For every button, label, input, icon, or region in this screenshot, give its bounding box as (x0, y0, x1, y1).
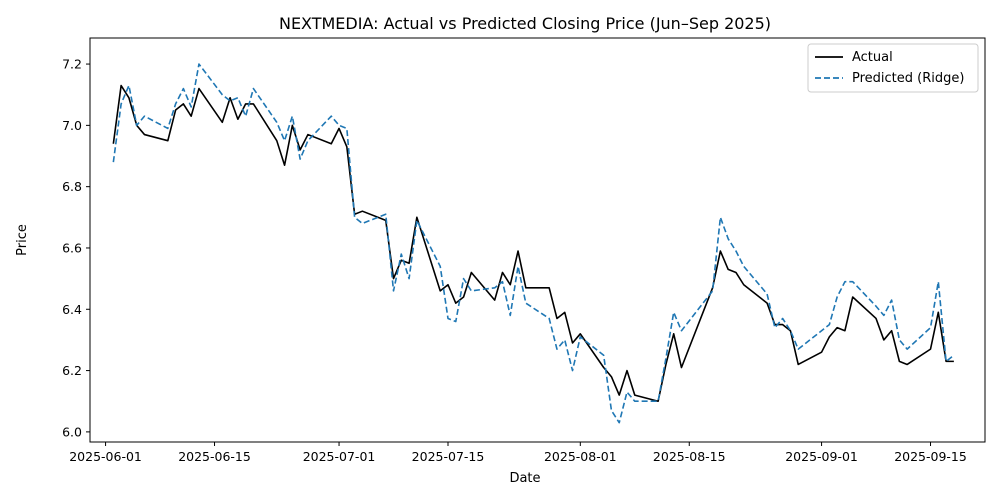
legend-label-actual: Actual (852, 50, 893, 65)
x-tick-label: 2025-06-15 (178, 449, 251, 464)
y-tick-label: 7.0 (62, 118, 82, 133)
x-axis-title: Date (509, 471, 540, 486)
legend: Actual Predicted (Ridge) (807, 43, 979, 93)
x-tick-label: 2025-09-15 (894, 449, 967, 464)
series-layer (112, 63, 955, 424)
x-tick-label: 2025-06-01 (69, 449, 142, 464)
x-tick-label: 2025-08-01 (544, 449, 617, 464)
x-tick-label: 2025-07-01 (303, 449, 376, 464)
series-actual-line (112, 84, 954, 403)
y-tick-label: 6.4 (62, 302, 82, 317)
y-tick-label: 6.0 (62, 424, 82, 439)
x-axis: 2025-06-01 2025-06-15 2025-07-01 2025-07-15… (69, 442, 967, 464)
y-tick-label: 6.8 (62, 179, 82, 194)
y-axis-title: Price (15, 224, 30, 256)
y-tick-label: 6.2 (62, 363, 82, 378)
y-tick-label: 7.2 (62, 57, 82, 72)
y-tick-label: 6.6 (62, 240, 82, 255)
chart-title: NEXTMEDIA: Actual vs Predicted Closing P… (279, 14, 771, 33)
x-tick-label: 2025-09-01 (785, 449, 858, 464)
legend-box (807, 43, 979, 93)
x-tick-label: 2025-07-15 (412, 449, 485, 464)
legend-label-predicted: Predicted (Ridge) (852, 71, 964, 86)
plot-frame (89, 37, 986, 443)
x-tick-label: 2025-08-15 (653, 449, 726, 464)
series-predicted-line (112, 63, 955, 424)
y-axis: 6.0 6.2 6.4 6.6 6.8 7.0 7.2 (62, 57, 90, 439)
